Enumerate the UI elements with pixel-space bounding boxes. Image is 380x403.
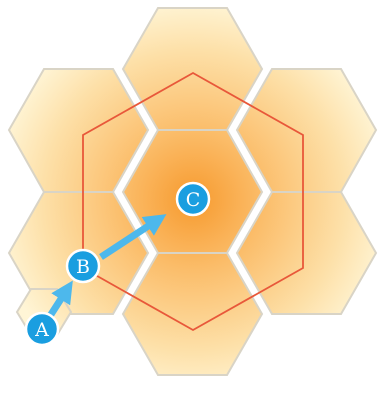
hex-cell-top <box>121 7 264 131</box>
hex-cell-upper-left <box>7 68 150 193</box>
path-arrows <box>47 214 167 318</box>
node-b-marker <box>65 248 101 284</box>
node-b: B <box>65 248 101 284</box>
node-b-label: B <box>76 256 90 278</box>
node-c: C <box>175 181 211 217</box>
node-c-marker <box>175 181 211 217</box>
arrow-b-to-c <box>99 214 167 260</box>
node-a-marker <box>24 311 60 347</box>
hex-cell-bottom <box>121 252 264 376</box>
range-hex-outline <box>82 71 304 332</box>
arrow-a-to-b <box>47 280 73 318</box>
hex-cell-upper-right <box>235 68 378 193</box>
node-c-label: C <box>186 189 201 211</box>
hex-cell-lower-right <box>235 191 378 315</box>
node-a-label: A <box>34 319 49 341</box>
node-a: A <box>24 311 60 347</box>
hex-cells <box>7 7 378 376</box>
